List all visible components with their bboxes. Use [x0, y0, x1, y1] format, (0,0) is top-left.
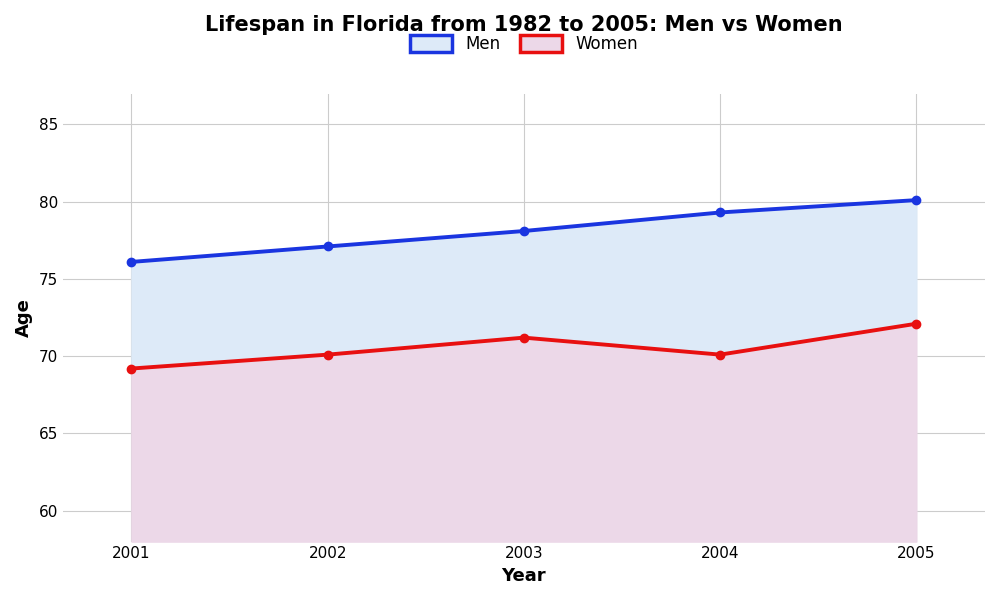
Women — [910, 320, 922, 328]
Title: Lifespan in Florida from 1982 to 2005: Men vs Women: Lifespan in Florida from 1982 to 2005: M… — [205, 15, 843, 35]
Women — [322, 351, 334, 358]
Women — [125, 365, 137, 372]
Men — [714, 209, 726, 216]
Men — [125, 259, 137, 266]
Men — [518, 227, 530, 235]
Men — [910, 197, 922, 204]
Women — [714, 351, 726, 358]
Men — [322, 243, 334, 250]
Line: Women: Women — [127, 320, 920, 373]
Legend: Men, Women: Men, Women — [403, 28, 644, 59]
Line: Men: Men — [127, 196, 920, 266]
Y-axis label: Age: Age — [15, 298, 33, 337]
Women — [518, 334, 530, 341]
X-axis label: Year: Year — [502, 567, 546, 585]
